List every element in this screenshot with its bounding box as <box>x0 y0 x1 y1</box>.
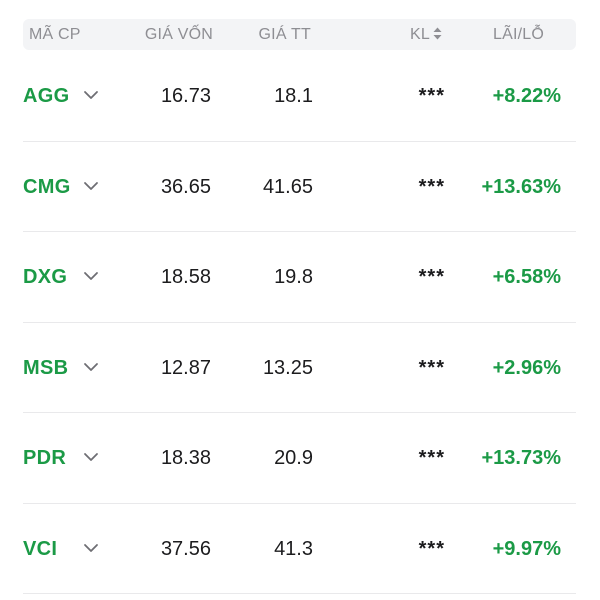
profit-loss: +6.58% <box>492 266 561 288</box>
chevron-down-icon[interactable] <box>82 361 100 373</box>
table-row[interactable]: MSB 12.87 13.25 *** +2.96% <box>0 323 600 414</box>
column-header-cost-price: GIÁ VỐN <box>144 26 213 43</box>
column-header-code: MÃ CP <box>29 26 81 43</box>
market-price: 13.25 <box>262 356 313 379</box>
chevron-down-icon[interactable] <box>82 180 100 192</box>
quantity-hidden: *** <box>418 356 445 379</box>
table-row[interactable]: CMG 36.65 41.65 *** +13.63% <box>0 142 600 233</box>
stock-code[interactable]: AGG <box>23 85 70 107</box>
table-row[interactable]: DXG 18.58 19.8 *** +6.58% <box>0 232 600 323</box>
quantity-hidden: *** <box>418 85 445 107</box>
stock-code[interactable]: DXG <box>23 266 68 288</box>
profit-loss: +13.73% <box>481 447 561 469</box>
chevron-down-icon[interactable] <box>82 542 100 554</box>
chevron-down-icon[interactable] <box>82 270 100 282</box>
table-header: MÃ CP GIÁ VỐN GIÁ TT KL LÃI/LỖ <box>23 19 576 50</box>
market-price: 18.1 <box>274 85 313 107</box>
column-header-quantity[interactable]: KL <box>410 19 442 50</box>
table-row[interactable]: VCI 37.56 41.3 *** +9.97% <box>0 504 600 595</box>
market-price: 41.65 <box>262 175 313 198</box>
market-price: 41.3 <box>274 537 313 560</box>
profit-loss: +13.63% <box>481 175 561 198</box>
stock-code[interactable]: VCI <box>23 537 58 560</box>
market-price: 20.9 <box>274 447 313 469</box>
quantity-hidden: *** <box>418 537 445 560</box>
stock-code[interactable]: PDR <box>23 447 67 469</box>
quantity-hidden: *** <box>418 175 445 198</box>
table-row[interactable]: AGG 16.73 18.1 *** +8.22% <box>0 51 600 142</box>
quantity-hidden: *** <box>418 447 445 469</box>
cost-price: 12.87 <box>160 356 211 379</box>
holdings-list: AGG 16.73 18.1 *** +8.22% CMG 36.65 41.65 *** +13… <box>0 51 600 594</box>
cost-price: 18.38 <box>160 447 211 469</box>
profit-loss: +8.22% <box>492 85 561 107</box>
column-header-quantity-label: KL <box>410 26 430 43</box>
profit-loss: +9.97% <box>492 537 561 560</box>
sort-updown-icon <box>433 27 442 40</box>
chevron-down-icon[interactable] <box>82 451 100 463</box>
chevron-down-icon[interactable] <box>82 89 100 101</box>
cost-price: 18.58 <box>160 266 211 288</box>
column-header-profit-loss: LÃI/LỖ <box>492 26 544 43</box>
cost-price: 16.73 <box>160 85 211 107</box>
stock-code[interactable]: CMG <box>23 175 71 198</box>
cost-price: 37.56 <box>160 537 211 560</box>
column-header-market-price: GIÁ TT <box>258 26 311 43</box>
profit-loss: +2.96% <box>492 356 561 379</box>
cost-price: 36.65 <box>160 175 211 198</box>
table-row[interactable]: PDR 18.38 20.9 *** +13.73% <box>0 413 600 504</box>
quantity-hidden: *** <box>418 266 445 288</box>
stock-code[interactable]: MSB <box>23 356 69 379</box>
market-price: 19.8 <box>274 266 313 288</box>
